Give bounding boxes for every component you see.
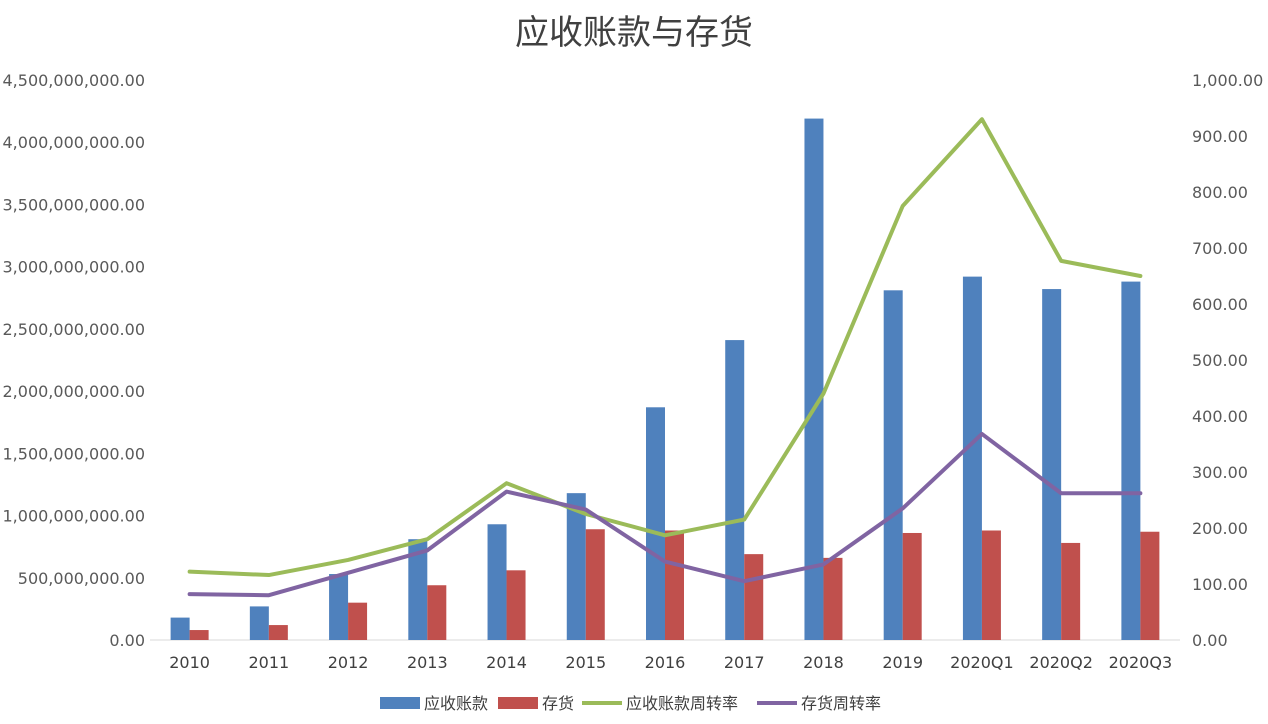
right-tick-label: 200.00 <box>1192 519 1248 538</box>
category-label: 2020Q2 <box>1029 653 1093 672</box>
left-tick-label: 4,500,000,000.00 <box>3 71 146 90</box>
legend-item: 存货周转率 <box>757 694 881 713</box>
receivables-bar <box>962 276 982 640</box>
category-label: 2011 <box>248 653 289 672</box>
right-tick-label: 700.00 <box>1192 239 1248 258</box>
category-label: 2016 <box>645 653 686 672</box>
left-tick-label: 2,000,000,000.00 <box>3 382 146 401</box>
lines <box>187 117 1143 598</box>
inventory-bar <box>665 530 684 640</box>
category-label: 2012 <box>328 653 369 672</box>
receivables-bar <box>883 290 903 640</box>
inventory-bar <box>585 529 605 640</box>
legend-label: 存货 <box>542 694 574 713</box>
right-tick-label: 600.00 <box>1192 295 1248 314</box>
right-tick-label: 0.00 <box>1192 631 1228 650</box>
legend: 应收账款 存货 应收账款周转率 存货周转率 <box>380 694 881 713</box>
receivables-bar <box>408 539 428 640</box>
legend-label: 应收账款 <box>424 694 488 713</box>
receivables-bar <box>329 574 349 640</box>
receivables-bar <box>1121 281 1141 640</box>
right-tick-label: 1,000.00 <box>1192 71 1263 90</box>
left-tick-label: 1,500,000,000.00 <box>3 444 146 463</box>
legend-label: 应收账款周转率 <box>626 694 738 713</box>
receivables-bar <box>646 407 665 640</box>
category-label: 2018 <box>803 653 844 672</box>
inventory-bar <box>981 530 1001 640</box>
legend-label: 存货周转率 <box>801 694 881 713</box>
inventory-bar <box>268 625 288 640</box>
right-tick-label: 800.00 <box>1192 183 1248 202</box>
left-tick-label: 0.00 <box>109 631 145 650</box>
inventory-bar <box>744 554 764 640</box>
legend-item: 应收账款周转率 <box>582 694 738 713</box>
receivables-bar <box>804 118 824 641</box>
left-tick-label: 1,000,000,000.00 <box>3 507 146 526</box>
left-tick-label: 3,000,000,000.00 <box>3 258 146 277</box>
inventory-bar <box>902 532 922 640</box>
category-label: 2015 <box>565 653 606 672</box>
right-axis: 0.00 100.00 200.00 300.00 400.00 500.00 600.00… <box>1192 71 1263 650</box>
receivables-bar <box>487 524 507 640</box>
legend-item: 存货 <box>498 694 574 713</box>
inventory-bar <box>1140 531 1160 640</box>
category-label: 2020Q1 <box>950 653 1014 672</box>
inventory-bar <box>506 570 526 640</box>
left-tick-label: 4,000,000,000.00 <box>3 133 146 152</box>
category-label: 2013 <box>407 653 448 672</box>
receivables-turnover-line <box>187 117 1143 578</box>
bars <box>170 118 1160 641</box>
right-tick-label: 500.00 <box>1192 351 1248 370</box>
right-tick-label: 300.00 <box>1192 463 1248 482</box>
left-tick-label: 2,500,000,000.00 <box>3 320 146 339</box>
receivables-bar <box>1042 289 1062 640</box>
legend-swatch <box>380 697 420 709</box>
legend-swatch <box>498 697 538 709</box>
right-tick-label: 100.00 <box>1192 575 1248 594</box>
left-axis: 0.00 500,000,000.00 1,000,000,000.00 1,500,… <box>3 71 146 650</box>
inventory-bar <box>189 630 209 640</box>
category-label: 2019 <box>882 653 923 672</box>
category-label: 2010 <box>169 653 210 672</box>
category-label: 2014 <box>486 653 527 672</box>
legend-item: 应收账款 <box>380 694 488 713</box>
chart-title: 应收账款与存货 <box>515 13 753 53</box>
category-label: 2020Q3 <box>1109 653 1173 672</box>
right-tick-label: 400.00 <box>1192 407 1248 426</box>
inventory-bar <box>427 585 447 640</box>
right-tick-label: 900.00 <box>1192 127 1248 146</box>
inventory-bar <box>1061 542 1081 640</box>
receivables-bar <box>725 340 745 640</box>
receivables-bar <box>249 606 269 640</box>
x-axis-labels: 2010 2011 2012 2013 2014 2015 2016 2017 2018 2019… <box>169 653 1172 672</box>
inventory-bar <box>348 602 368 640</box>
left-tick-label: 500,000,000.00 <box>18 569 145 588</box>
inventory-turnover-line <box>187 431 1143 598</box>
category-label: 2017 <box>724 653 765 672</box>
left-tick-label: 3,500,000,000.00 <box>3 195 146 214</box>
inventory-bar <box>823 557 843 640</box>
receivables-bar <box>170 617 190 640</box>
receivables-bar <box>566 493 586 640</box>
